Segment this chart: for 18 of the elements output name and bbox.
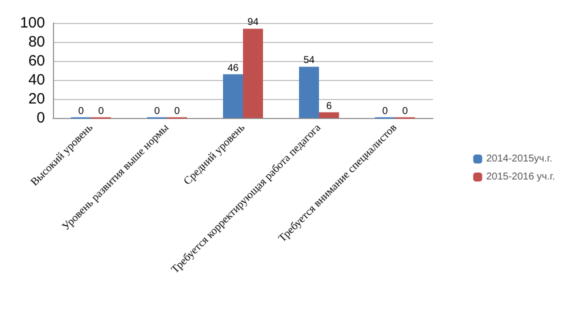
y-tick-label: 20	[28, 90, 45, 108]
data-label: 0	[402, 106, 408, 117]
data-label: 94	[247, 17, 259, 28]
legend-label: 2014-2015уч.г.	[486, 154, 552, 164]
data-label: 54	[303, 55, 315, 66]
data-label: 0	[98, 106, 104, 117]
legend-label: 2015-2016 уч.г.	[486, 172, 556, 182]
y-tick-label: 60	[28, 52, 45, 70]
data-label: 6	[326, 100, 332, 112]
data-label: 46	[227, 62, 239, 74]
y-tick-label: 40	[28, 72, 45, 88]
y-tick-label: 80	[28, 34, 45, 50]
data-label: 0	[382, 106, 388, 117]
y-tick-label: 0	[36, 110, 45, 126]
data-label: 0	[78, 106, 84, 117]
y-tick-label: 100	[20, 14, 45, 32]
data-label: 0	[174, 106, 180, 117]
data-label: 0	[154, 106, 160, 117]
